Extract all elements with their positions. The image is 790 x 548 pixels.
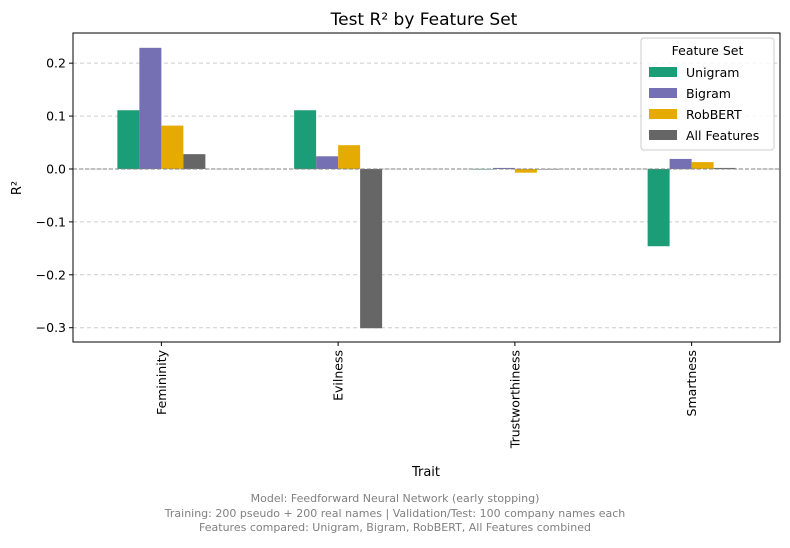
y-axis-label: R² (10, 181, 25, 195)
legend-title: Feature Set (672, 43, 744, 58)
bar-robbert (691, 162, 714, 169)
legend-entry: RobBERT (686, 107, 742, 122)
bar-all-features (713, 167, 736, 169)
caption-line-model: Model: Feedforward Neural Network (early… (250, 492, 540, 505)
x-axis-label: Trait (411, 465, 440, 480)
legend-entry: Unigram (686, 65, 739, 80)
legend-entry: All Features (686, 128, 759, 143)
bar-all-features (183, 154, 206, 169)
legend-swatch (649, 130, 677, 140)
bar-unigram (294, 110, 317, 169)
y-tick-label: −0.1 (36, 214, 66, 229)
bar-unigram (117, 110, 140, 169)
legend-swatch (649, 88, 677, 98)
caption-line-features: Features compared: Unigram, Bigram, RobB… (199, 521, 591, 534)
legend: Feature Set Unigram Bigram RobBERT All Featu… (640, 37, 775, 151)
y-tick-label: −0.3 (36, 320, 66, 335)
y-tick-label: 0.1 (46, 109, 66, 124)
y-tick-label: −0.2 (36, 267, 66, 282)
bar-all-features (360, 168, 383, 329)
legend-box (640, 37, 775, 151)
bar-bigram (669, 158, 692, 169)
bars (117, 47, 736, 329)
legend-swatch (649, 67, 677, 77)
plot-frame (72, 32, 781, 343)
caption: Model: Feedforward Neural Network (early… (0, 492, 790, 536)
chart-title: Test R² by Feature Set (330, 10, 518, 30)
x-tick-label: Trustworthiness (507, 350, 522, 449)
legend-swatch (649, 109, 677, 119)
legend-entry: Bigram (686, 86, 731, 101)
bar-robbert (514, 168, 537, 173)
y-tick-label: 0.0 (46, 161, 66, 176)
x-tick-label: Evilness (331, 350, 346, 401)
bar-bigram (316, 156, 339, 169)
x-tick-label: Femininity (154, 349, 169, 415)
bar-unigram (647, 168, 670, 247)
x-axis-ticks: Femininity Evilness Trustworthiness Smartne… (154, 342, 699, 449)
bar-bigram (139, 47, 162, 169)
bar-robbert (338, 145, 361, 169)
y-axis-ticks: −0.3 −0.2 −0.1 0.0 0.1 0.2 (36, 56, 73, 335)
bar-robbert (161, 125, 184, 169)
caption-line-training: Training: 200 pseudo + 200 real names | … (164, 506, 626, 520)
x-tick-label: Smartness (684, 350, 699, 416)
y-tick-label: 0.2 (46, 56, 66, 71)
bar-bigram (492, 167, 515, 169)
